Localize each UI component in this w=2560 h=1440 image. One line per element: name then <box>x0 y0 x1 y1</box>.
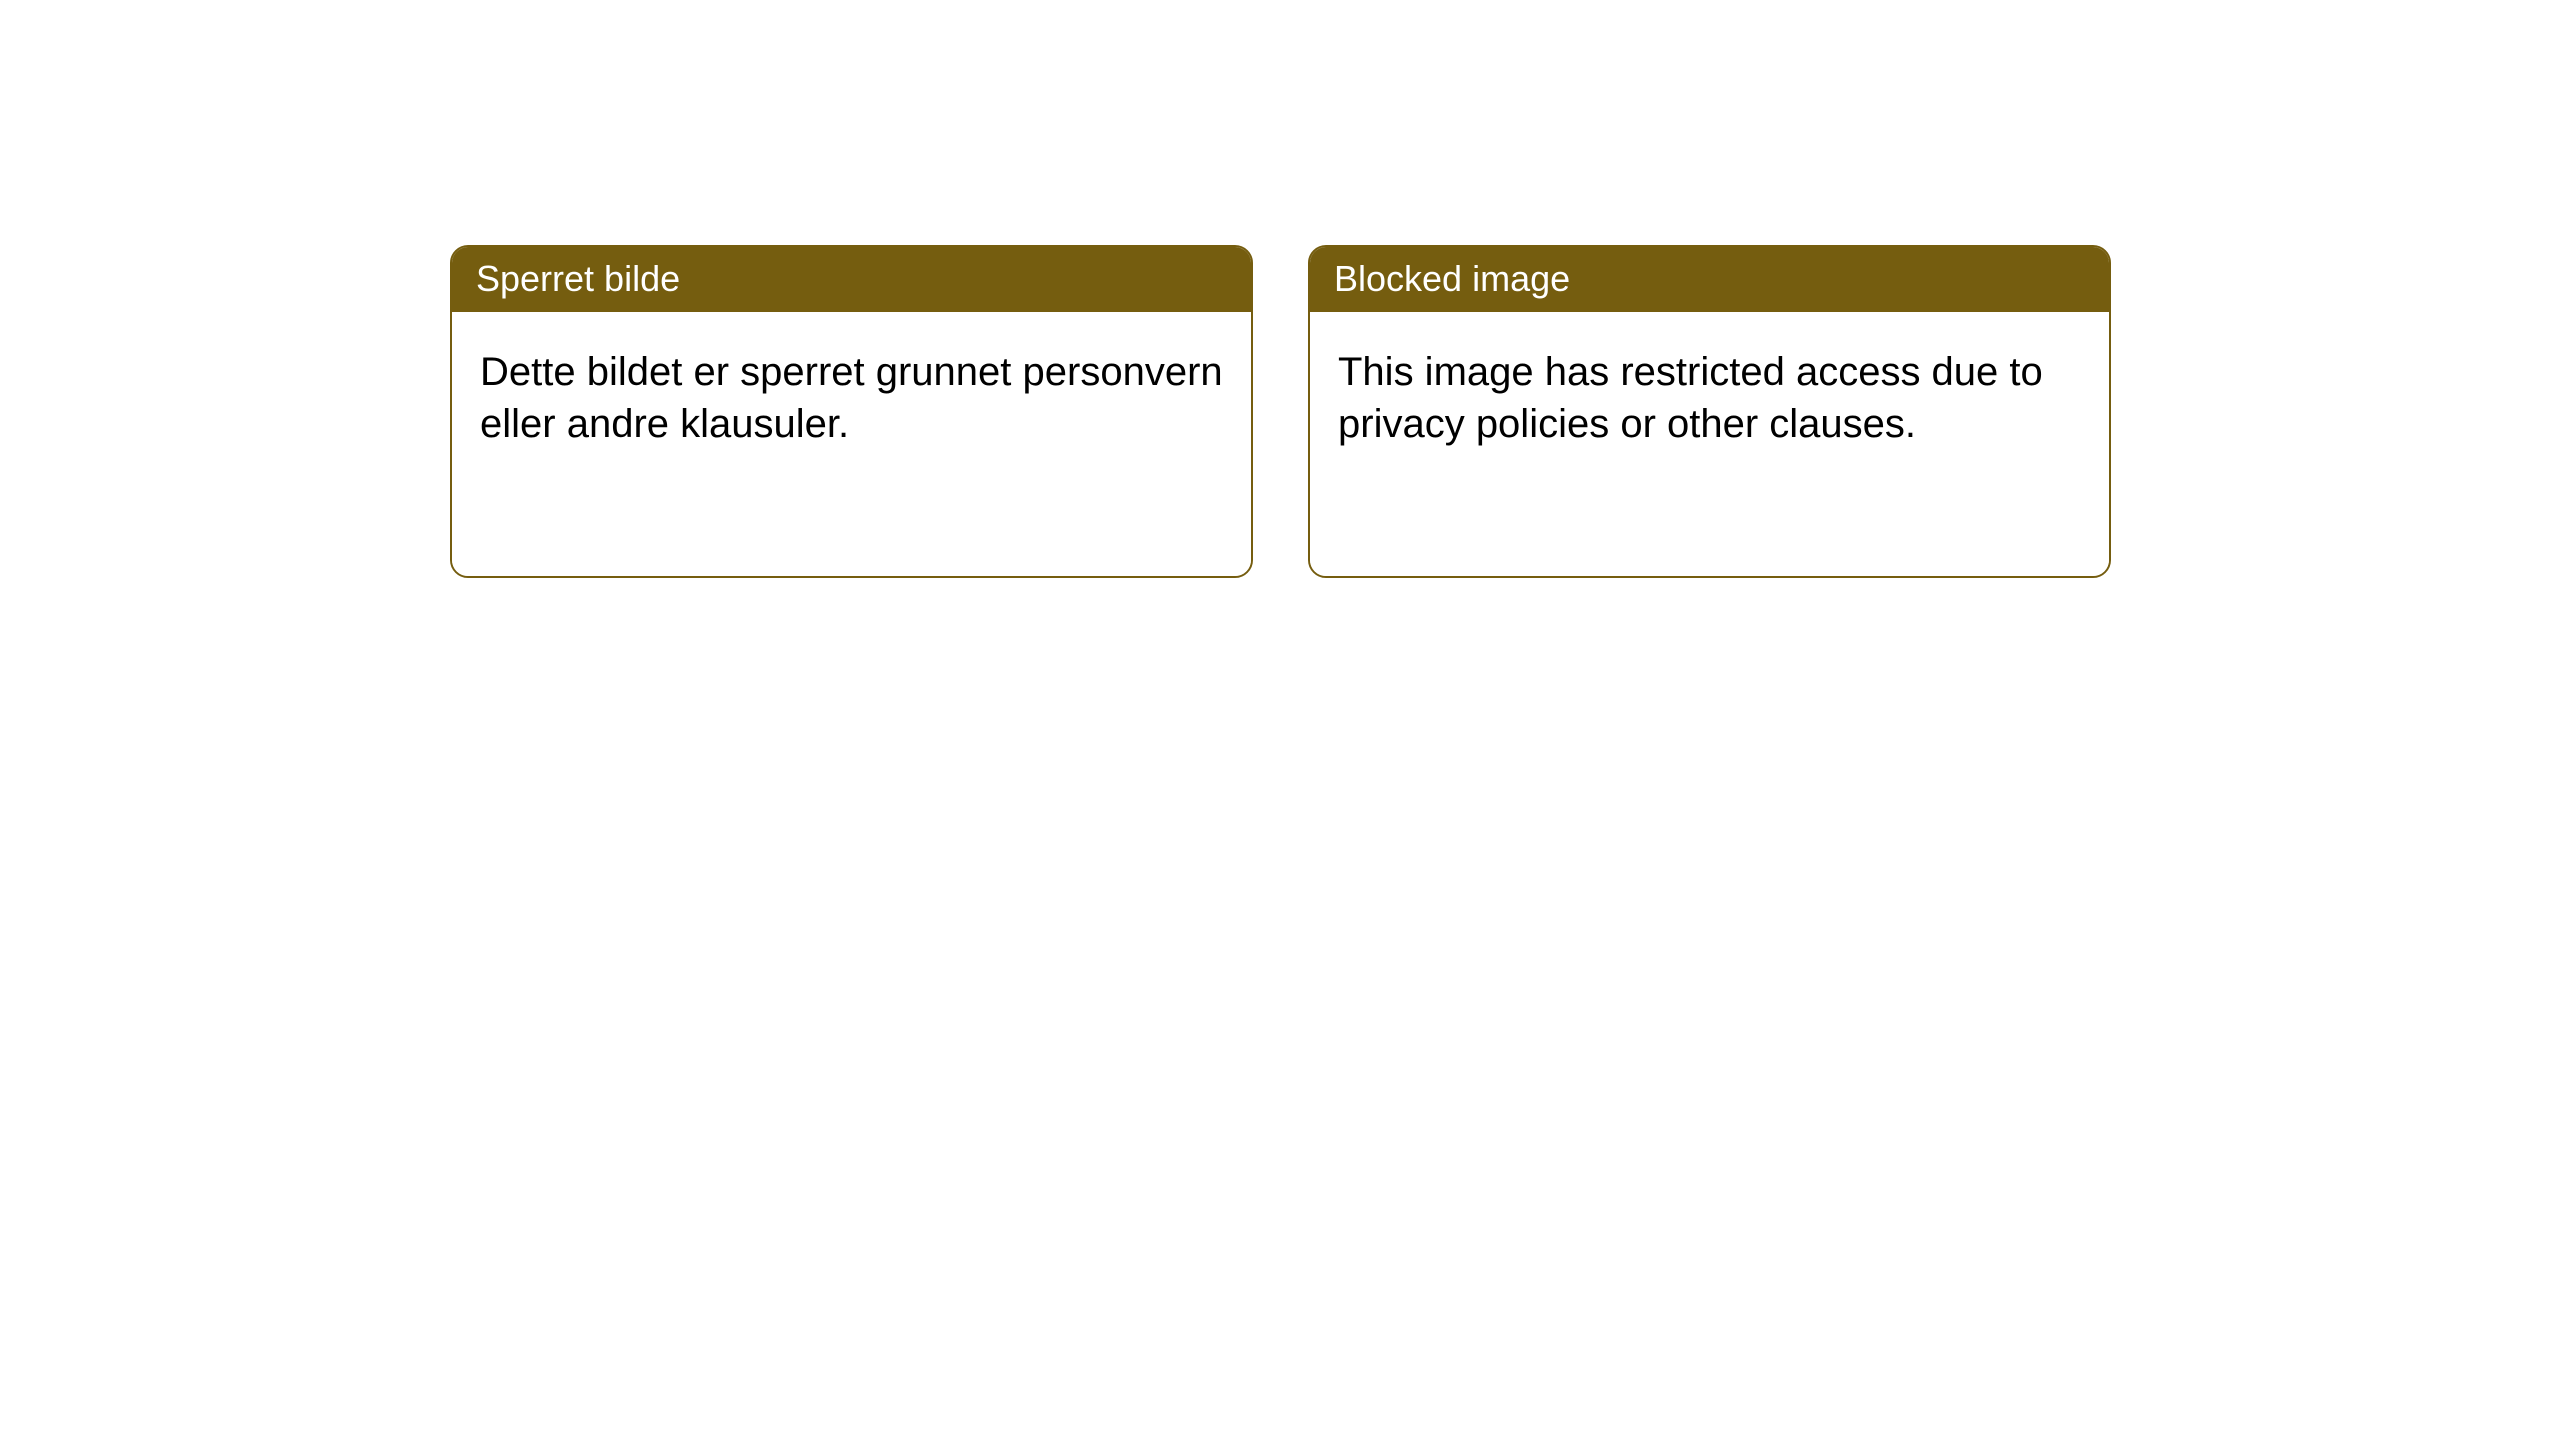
notice-header-norwegian: Sperret bilde <box>452 247 1251 312</box>
notice-message-english: This image has restricted access due to … <box>1338 350 2043 446</box>
notice-title-english: Blocked image <box>1334 258 1570 299</box>
notice-body-norwegian: Dette bildet er sperret grunnet personve… <box>452 312 1251 576</box>
notice-header-english: Blocked image <box>1310 247 2109 312</box>
notice-body-english: This image has restricted access due to … <box>1310 312 2109 576</box>
notice-message-norwegian: Dette bildet er sperret grunnet personve… <box>480 350 1223 446</box>
notice-title-norwegian: Sperret bilde <box>476 258 680 299</box>
notice-container: Sperret bilde Dette bildet er sperret gr… <box>0 0 2560 578</box>
notice-card-english: Blocked image This image has restricted … <box>1308 245 2111 578</box>
notice-card-norwegian: Sperret bilde Dette bildet er sperret gr… <box>450 245 1253 578</box>
